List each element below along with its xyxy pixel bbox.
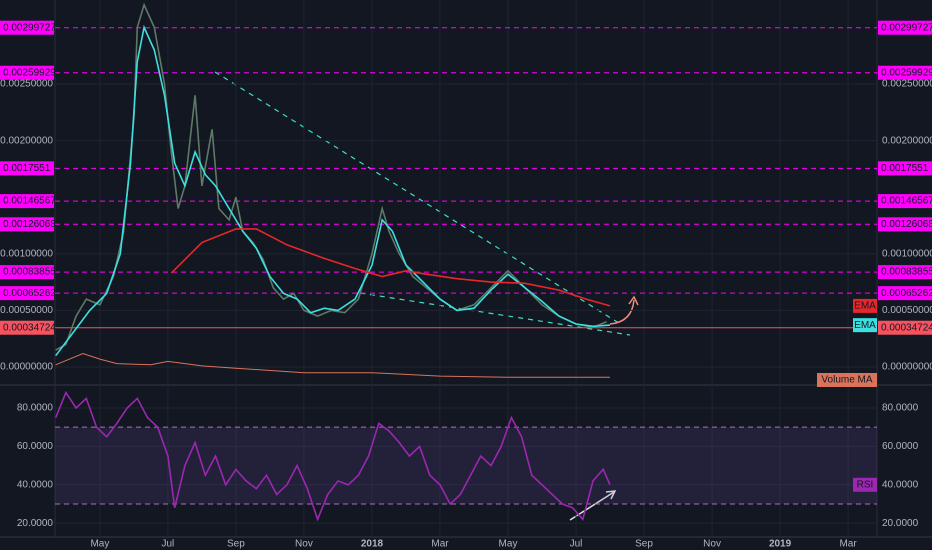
level-label: 0.0017551 bbox=[881, 163, 929, 174]
level-label-box bbox=[0, 286, 54, 301]
y-tick-label: 0.00200000 bbox=[0, 135, 53, 146]
level-label: 0.00034724 bbox=[881, 322, 932, 333]
y-tick-label: 60.0000 bbox=[882, 441, 919, 452]
y-tick-label: 0.00250000 bbox=[0, 79, 53, 90]
y-tick-label: 0.00100000 bbox=[882, 248, 932, 259]
y-tick-label: 20.0000 bbox=[882, 518, 919, 529]
level-label: 0.00083855 bbox=[881, 267, 932, 278]
y-tick-label: 20.0000 bbox=[17, 518, 54, 529]
x-tick-label: May bbox=[90, 539, 109, 550]
trendline bbox=[214, 71, 623, 326]
level-label: 0.00126068 bbox=[3, 219, 56, 230]
level-label-box bbox=[0, 320, 54, 335]
arrow-head bbox=[628, 295, 639, 306]
y-tick-label: 0.00250000 bbox=[882, 79, 932, 90]
level-label: 0.00259929 bbox=[881, 67, 932, 78]
level-label: 0.00299727 bbox=[3, 22, 56, 33]
legend-box bbox=[817, 373, 877, 387]
level-label: 0.00065262 bbox=[881, 288, 932, 299]
level-label: 0.00146567 bbox=[881, 196, 932, 207]
level-label-box bbox=[878, 217, 932, 232]
x-tick-label: 2018 bbox=[361, 539, 384, 550]
level-label-box bbox=[878, 20, 932, 35]
y-tick-label: 0.00100000 bbox=[0, 248, 53, 259]
level-label-box bbox=[0, 265, 54, 280]
series-line bbox=[55, 24, 611, 357]
legend-label: Volume MA bbox=[821, 375, 872, 386]
legend-label: RSI bbox=[857, 479, 874, 490]
arrow-head bbox=[605, 490, 617, 500]
y-tick-label: 0.00200000 bbox=[882, 135, 932, 146]
level-label-box bbox=[0, 65, 54, 80]
legend-box bbox=[853, 318, 877, 333]
level-label: 0.00146567 bbox=[3, 196, 56, 207]
legend-box bbox=[853, 477, 877, 492]
level-label-box bbox=[878, 286, 932, 301]
y-tick-label: 80.0000 bbox=[17, 403, 54, 414]
level-label-box bbox=[0, 20, 54, 35]
level-label: 0.00126068 bbox=[881, 219, 932, 230]
x-tick-label: Nov bbox=[295, 539, 313, 550]
x-tick-label: Mar bbox=[431, 539, 449, 550]
level-label-box bbox=[878, 161, 932, 176]
x-tick-label: 2019 bbox=[769, 539, 792, 550]
series-line bbox=[170, 228, 611, 307]
level-label-box bbox=[0, 161, 54, 176]
legend-label: EMA bbox=[854, 301, 876, 312]
y-tick-label: 0.00050000 bbox=[882, 305, 932, 316]
y-tick-label: 60.0000 bbox=[17, 441, 54, 452]
x-tick-label: Sep bbox=[635, 539, 653, 550]
x-tick-label: Sep bbox=[227, 539, 245, 550]
x-tick-label: Jul bbox=[570, 539, 583, 550]
x-tick-label: Nov bbox=[703, 539, 721, 550]
level-label-box bbox=[878, 265, 932, 280]
level-label: 0.00065262 bbox=[3, 288, 56, 299]
y-tick-label: 40.0000 bbox=[882, 479, 919, 490]
series-line bbox=[54, 390, 611, 522]
level-label-box bbox=[878, 194, 932, 209]
legend-box bbox=[853, 298, 877, 313]
y-tick-label: 0.00050000 bbox=[0, 305, 53, 316]
level-label-box bbox=[878, 65, 932, 80]
arrow bbox=[609, 299, 635, 325]
level-label: 0.00259929 bbox=[3, 67, 56, 78]
x-tick-label: Jul bbox=[162, 539, 175, 550]
level-label-box bbox=[878, 320, 932, 335]
series-line bbox=[55, 2, 607, 351]
level-label-box bbox=[0, 194, 54, 209]
level-label: 0.00083855 bbox=[3, 267, 56, 278]
arrow bbox=[569, 491, 615, 521]
y-tick-label: 80.0000 bbox=[882, 403, 919, 414]
level-label-box bbox=[0, 217, 54, 232]
x-tick-label: Mar bbox=[839, 539, 857, 550]
y-tick-label: 40.0000 bbox=[17, 479, 54, 490]
y-tick-label: 0.00000000 bbox=[0, 362, 53, 373]
series-line bbox=[55, 352, 610, 378]
rsi-band bbox=[55, 427, 877, 504]
x-tick-label: May bbox=[499, 539, 518, 550]
level-label: 0.00299727 bbox=[881, 22, 932, 33]
y-tick-label: 0.00000000 bbox=[882, 362, 932, 373]
level-label: 0.00034724 bbox=[3, 322, 56, 333]
legend-label: EMA bbox=[854, 320, 876, 331]
level-label: 0.0017551 bbox=[3, 163, 51, 174]
